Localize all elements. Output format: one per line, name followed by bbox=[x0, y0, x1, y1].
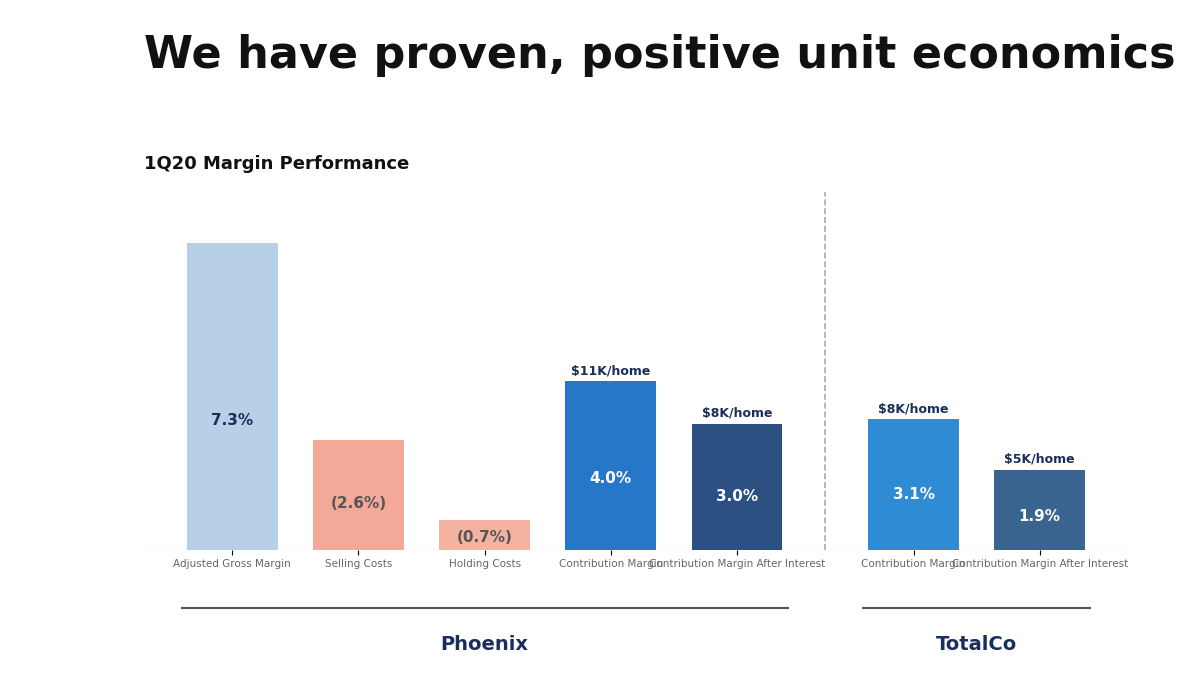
Text: 4.0%: 4.0% bbox=[589, 471, 632, 486]
Text: (2.6%): (2.6%) bbox=[330, 496, 386, 511]
Bar bbox=[868, 419, 959, 550]
Bar bbox=[439, 520, 530, 550]
Text: 1.9%: 1.9% bbox=[1019, 508, 1061, 523]
Text: $5K/home: $5K/home bbox=[1004, 453, 1075, 466]
Text: (0.7%): (0.7%) bbox=[457, 530, 512, 545]
Bar bbox=[691, 423, 782, 550]
Text: 7.3%: 7.3% bbox=[211, 414, 253, 428]
Bar bbox=[565, 381, 656, 550]
Text: 3.1%: 3.1% bbox=[893, 487, 935, 502]
Text: Phoenix: Phoenix bbox=[440, 635, 529, 655]
Text: 1Q20 Margin Performance: 1Q20 Margin Performance bbox=[144, 155, 409, 172]
Text: We have proven, positive unit economics: We have proven, positive unit economics bbox=[144, 34, 1176, 78]
Text: $11K/home: $11K/home bbox=[571, 364, 650, 377]
Text: TotalCo: TotalCo bbox=[936, 635, 1018, 655]
Text: 3.0%: 3.0% bbox=[716, 489, 758, 504]
Bar bbox=[995, 470, 1085, 550]
Text: $8K/home: $8K/home bbox=[878, 402, 949, 415]
Bar bbox=[187, 243, 277, 550]
Text: $8K/home: $8K/home bbox=[702, 406, 772, 419]
Bar bbox=[313, 440, 404, 550]
